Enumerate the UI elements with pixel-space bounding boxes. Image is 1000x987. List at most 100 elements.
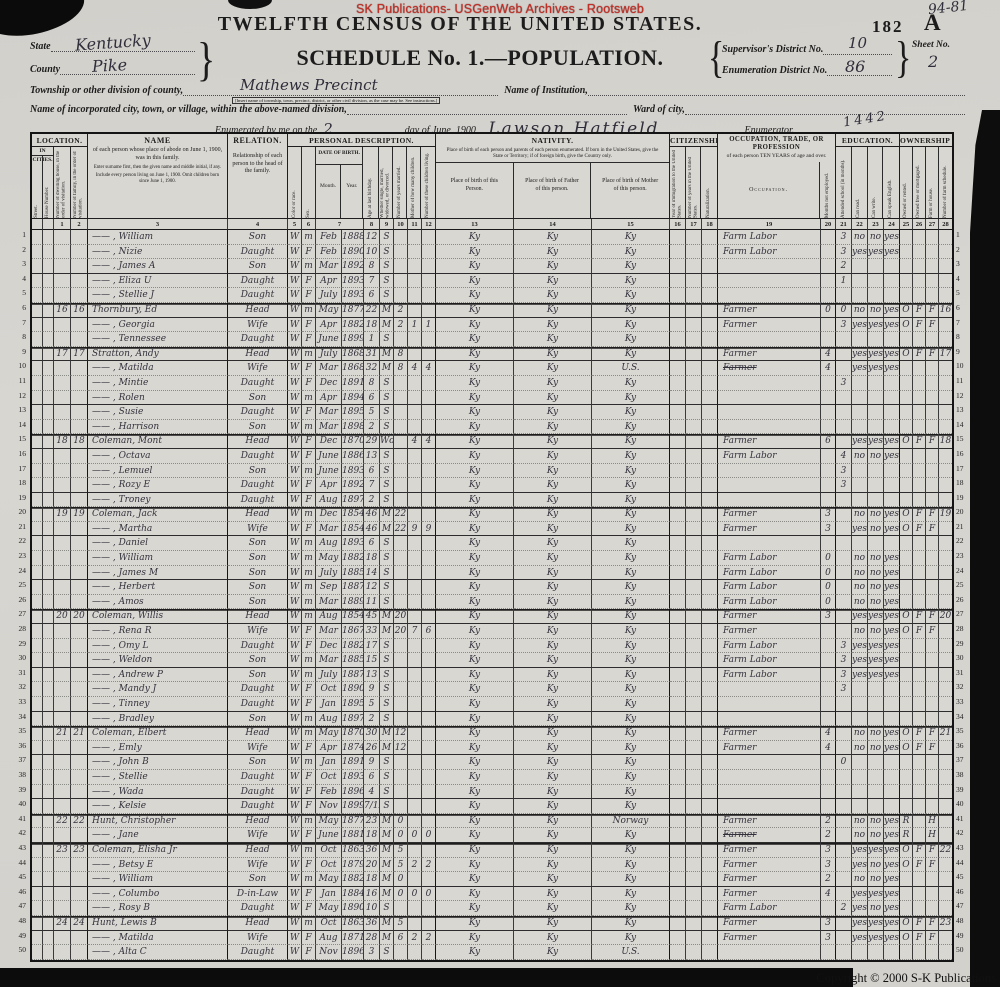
table-cell: 1870 xyxy=(342,434,364,449)
table-cell: 8 xyxy=(394,361,408,376)
table-cell: Son xyxy=(228,667,288,683)
table-cell: W xyxy=(288,740,302,756)
column-number: 9 xyxy=(380,219,394,230)
table-cell xyxy=(939,741,952,756)
table-cell: 22 xyxy=(939,843,952,858)
table-cell xyxy=(408,813,422,829)
personal-description-title: PERSONAL DESCRIPTION. xyxy=(288,134,435,147)
table-cell: W xyxy=(288,521,302,537)
city-label: Name of incorporated city, town, or vill… xyxy=(30,104,347,115)
table-cell xyxy=(702,317,718,333)
table-cell: Son xyxy=(228,536,288,552)
table-cell xyxy=(868,259,884,274)
table-cell: 0 xyxy=(422,886,436,902)
table-cell: F xyxy=(913,842,926,858)
table-cell: F xyxy=(302,784,316,800)
table-cell xyxy=(32,390,43,406)
table-cell: 3 xyxy=(836,230,852,245)
table-cell xyxy=(821,769,836,785)
table-cell: no xyxy=(868,507,884,522)
table-cell xyxy=(852,332,868,347)
table-cell xyxy=(394,653,408,668)
table-cell xyxy=(852,755,868,770)
table-cell: Ky xyxy=(436,842,514,858)
table-cell: Farmer xyxy=(718,434,821,449)
table-cell xyxy=(408,288,422,303)
table-cell: 6 xyxy=(364,390,380,406)
table-cell: Farmer xyxy=(718,915,821,931)
table-cell: Son xyxy=(228,230,288,245)
table-cell xyxy=(394,434,408,449)
table-cell xyxy=(836,390,852,406)
table-cell: 2 xyxy=(836,901,852,916)
table-cell xyxy=(852,711,868,727)
table-cell: W xyxy=(288,755,302,770)
table-cell xyxy=(686,872,702,887)
table-cell: F xyxy=(302,799,316,814)
table-cell xyxy=(71,930,88,946)
table-cell: W xyxy=(288,682,302,697)
table-cell xyxy=(884,273,900,289)
table-cell: no xyxy=(868,813,884,829)
table-cell: 1897 xyxy=(342,711,364,727)
table-cell xyxy=(718,711,821,727)
table-cell xyxy=(884,288,900,303)
table-cell: M xyxy=(380,507,394,522)
table-cell: m xyxy=(302,346,316,362)
table-cell xyxy=(939,785,952,800)
table-cell xyxy=(836,434,852,449)
table-cell: 10 xyxy=(364,244,380,260)
column-header-birthplace-father: Place of birth of Father of this person. xyxy=(514,162,592,218)
table-cell: 3 xyxy=(821,521,836,537)
table-cell xyxy=(702,609,718,625)
table-cell xyxy=(913,711,926,727)
table-cell xyxy=(926,259,939,274)
table-cell: 24 xyxy=(54,915,71,931)
table-cell: 1896 xyxy=(342,784,364,800)
table-cell: 0 xyxy=(394,828,408,843)
table-cell xyxy=(926,375,939,391)
table-cell: W xyxy=(288,244,302,260)
table-cell: Ky xyxy=(592,346,670,362)
person-name-cell: —— , Matilda xyxy=(88,930,228,946)
table-cell: 20 xyxy=(71,609,88,625)
table-cell xyxy=(821,945,836,960)
table-cell xyxy=(821,624,836,639)
table-cell: 1892 xyxy=(342,259,364,274)
table-cell: F xyxy=(302,521,316,537)
table-cell: Farm Labor xyxy=(718,551,821,566)
table-cell: 6 xyxy=(364,288,380,303)
table-cell: 3 xyxy=(364,945,380,960)
table-cell: 36 xyxy=(364,915,380,931)
table-cell: 15 xyxy=(364,653,380,668)
table-cell xyxy=(702,886,718,902)
table-cell: Ky xyxy=(514,886,592,902)
table-cell xyxy=(913,638,926,654)
table-cell xyxy=(900,872,913,887)
table-cell xyxy=(686,521,702,537)
table-cell xyxy=(926,711,939,727)
column-number: 22 xyxy=(852,219,868,230)
table-cell: S xyxy=(380,711,394,727)
row-number: 45 xyxy=(18,872,27,882)
table-cell: W xyxy=(288,638,302,654)
column-number: 3 xyxy=(88,219,228,230)
table-cell xyxy=(939,682,952,697)
table-cell xyxy=(686,755,702,770)
column-header-can-speak-english: Can speak English. xyxy=(888,179,894,218)
table-cell: Son xyxy=(228,390,288,406)
table-cell xyxy=(422,273,436,289)
table-cell xyxy=(702,784,718,800)
table-cell xyxy=(868,711,884,727)
table-cell: Ky xyxy=(592,769,670,785)
column-number: 7 xyxy=(316,219,364,230)
table-cell xyxy=(670,317,686,333)
table-cell xyxy=(394,697,408,712)
table-cell xyxy=(422,536,436,552)
table-cell: 4 xyxy=(821,346,836,362)
table-cell: Ky xyxy=(436,726,514,741)
table-cell: Ky xyxy=(436,521,514,537)
column-number: 28 xyxy=(939,219,952,230)
table-cell xyxy=(394,419,408,435)
table-cell: Farm Labor xyxy=(718,638,821,654)
